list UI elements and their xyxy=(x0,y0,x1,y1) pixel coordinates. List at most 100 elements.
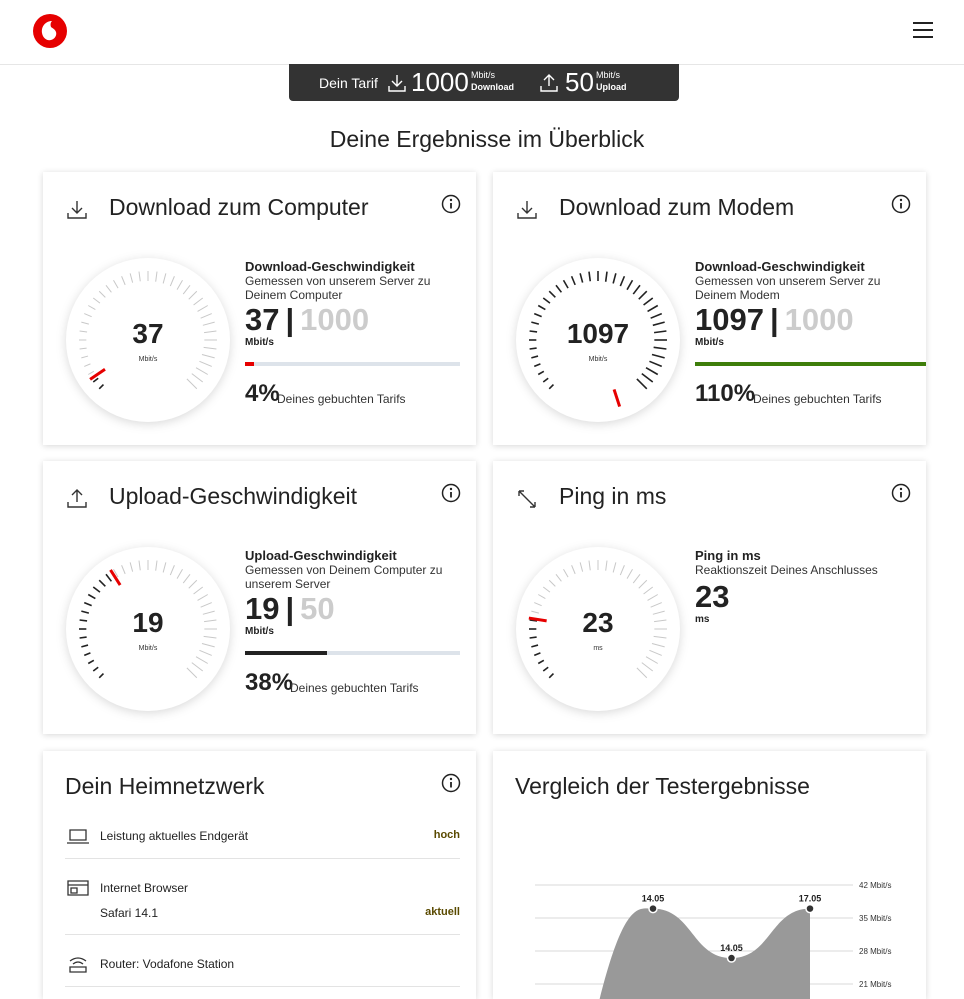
menu-button[interactable] xyxy=(912,21,934,39)
result-line: 37 | 1000 xyxy=(245,302,369,338)
card-icon xyxy=(67,201,87,219)
gauge-tick xyxy=(647,304,659,313)
tariff-bar: Dein Tarif 1000 Mbit/s Download 50 Mbit/… xyxy=(289,64,679,101)
result-description: Gemessen von unserem Server zu Deinem Mo… xyxy=(695,274,881,302)
result-description: Gemessen von Deinem Computer zu unserem … xyxy=(245,563,443,591)
gauge-tick xyxy=(98,383,105,390)
gauge-tick xyxy=(653,330,667,334)
page-title: Deine Ergebnisse im Überblick xyxy=(329,126,645,152)
chart: 42 Mbit/s 35 Mbit/s 28 Mbit/s 21 Mbit/s 14.0… xyxy=(535,881,891,999)
icon-path xyxy=(67,201,87,219)
data-point xyxy=(648,903,658,914)
icon-path xyxy=(518,490,536,508)
info-button[interactable] xyxy=(891,483,911,503)
gauge-value: 37 xyxy=(132,318,163,349)
gauge-tick xyxy=(542,377,549,383)
result-heading: Download-Geschwindigkeit xyxy=(245,259,415,274)
gauge-tick xyxy=(531,355,539,359)
gauge-tick xyxy=(98,672,105,679)
gauge-tick xyxy=(203,635,217,639)
gauge-tick xyxy=(612,273,617,284)
gauge-tick xyxy=(612,562,617,573)
gauge-tick xyxy=(105,573,113,582)
gauge-tick xyxy=(619,565,625,576)
info-button[interactable] xyxy=(891,194,911,214)
gauge-tick xyxy=(645,367,659,376)
gauge-tick xyxy=(195,656,209,664)
result-separator: | xyxy=(769,302,779,337)
info-dot xyxy=(449,198,453,202)
card-title: Upload-Geschwindigkeit xyxy=(109,483,358,509)
card-icon xyxy=(517,201,537,219)
gauge-tick xyxy=(652,321,665,327)
gauge-tick xyxy=(604,271,608,282)
point-label: 14.05 xyxy=(720,943,743,953)
gauge-tick xyxy=(79,347,87,350)
info-button[interactable] xyxy=(441,483,461,503)
icon-path xyxy=(517,201,537,219)
gauge-tick xyxy=(534,602,542,607)
tariff-upload-unit: Mbit/s xyxy=(596,70,621,80)
gauge-unit: Mbit/s xyxy=(139,356,158,363)
card-title: Download zum Modem xyxy=(559,194,795,220)
info-button[interactable] xyxy=(441,194,461,214)
gauge-tick xyxy=(542,666,549,672)
logo[interactable] xyxy=(32,13,68,49)
gauge-tick xyxy=(201,642,215,648)
gauge-tick xyxy=(191,373,204,383)
gauge-unit: Mbit/s xyxy=(589,356,608,363)
gauge-tick xyxy=(531,610,539,614)
tariff-download-unit: Mbit/s xyxy=(471,70,496,80)
gauge-tick xyxy=(653,635,667,639)
y-tick-label: 28 Mbit/s xyxy=(859,947,891,956)
gauge-tick xyxy=(588,560,591,571)
row-status: aktuell xyxy=(425,906,460,918)
share-value: 38% xyxy=(245,669,294,696)
gauge-tick xyxy=(555,573,562,582)
gauge-tick xyxy=(155,560,158,571)
result-unit: Mbit/s xyxy=(245,626,274,637)
row-divider xyxy=(65,986,460,987)
gauge-tick xyxy=(636,378,648,390)
progress-bar xyxy=(245,651,327,655)
gauge-tick xyxy=(537,304,546,311)
gauge-tick xyxy=(653,346,667,350)
gauge-tick xyxy=(79,330,88,333)
progress-track xyxy=(245,651,460,655)
gauge-tick xyxy=(204,330,217,334)
info-button[interactable] xyxy=(441,773,461,793)
result-card: Upload-Geschwindigkeit 19 Mbit/s Upload-Ges… xyxy=(43,461,476,734)
gauge: 37 Mbit/s xyxy=(66,258,230,422)
share-text: Deines gebuchten Tarifs xyxy=(277,392,406,406)
gauge-tick xyxy=(202,321,215,326)
gauge-tick xyxy=(632,284,641,295)
row-label: Router: Vodafone Station xyxy=(100,957,235,971)
gauge-tick xyxy=(138,560,141,571)
gauge-tick xyxy=(87,593,96,600)
result-line: 23 xyxy=(695,579,729,615)
gauge-tick xyxy=(548,290,556,298)
gauge-tick xyxy=(81,355,89,359)
tariff-upload-label: Upload xyxy=(596,82,627,92)
progress-track xyxy=(245,362,460,366)
gauge-tick xyxy=(570,275,576,286)
share-value: 4% xyxy=(245,380,280,407)
gauge-tick xyxy=(92,377,99,383)
icon-path xyxy=(69,957,87,973)
gauge-tick xyxy=(162,562,167,573)
gauge-tick xyxy=(81,644,89,648)
gauge-tick xyxy=(176,568,183,579)
row-divider xyxy=(65,934,460,935)
result-line: 1097 | 1000 xyxy=(695,302,854,338)
share-text: Deines gebuchten Tarifs xyxy=(290,681,419,695)
result-heading: Download-Geschwindigkeit xyxy=(695,259,865,274)
row-icon xyxy=(67,880,89,896)
share-value: 110% xyxy=(695,380,756,407)
gauge-tick xyxy=(626,568,633,579)
gauge-tick xyxy=(191,662,204,672)
gauge-tick xyxy=(182,284,191,295)
icon-path xyxy=(67,829,89,844)
gauge-tick xyxy=(649,649,662,656)
row-label: Internet Browser xyxy=(100,881,189,895)
gauge-tick xyxy=(632,573,641,584)
